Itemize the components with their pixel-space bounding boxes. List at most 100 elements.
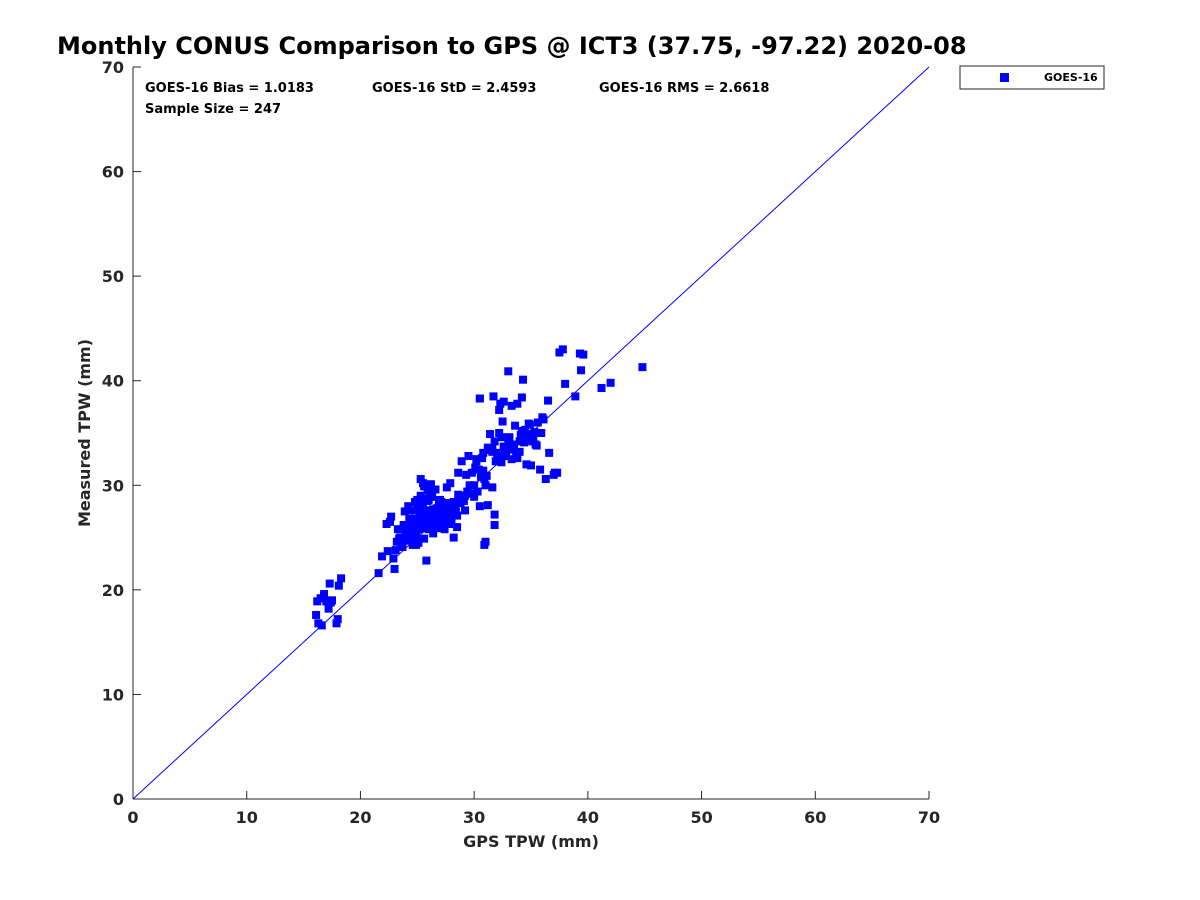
data-point bbox=[428, 506, 437, 515]
data-point bbox=[512, 449, 521, 458]
data-point bbox=[577, 366, 586, 375]
data-point bbox=[454, 490, 463, 499]
data-point bbox=[494, 453, 503, 462]
x-tick-label: 50 bbox=[690, 808, 712, 827]
data-point bbox=[438, 505, 447, 514]
data-point bbox=[316, 594, 325, 603]
data-point bbox=[490, 437, 499, 446]
x-tick-label: 10 bbox=[236, 808, 258, 827]
data-point bbox=[524, 419, 533, 428]
data-point bbox=[475, 394, 484, 403]
data-point bbox=[491, 457, 500, 466]
data-point bbox=[597, 384, 606, 393]
data-point bbox=[437, 513, 446, 522]
y-axis-label: Measured TPW (mm) bbox=[75, 339, 94, 527]
data-point bbox=[445, 519, 454, 528]
data-point bbox=[442, 483, 451, 492]
data-point bbox=[478, 454, 487, 463]
data-point bbox=[513, 399, 522, 408]
data-point bbox=[449, 533, 458, 542]
data-point bbox=[400, 507, 409, 516]
data-point bbox=[450, 500, 459, 509]
data-point bbox=[401, 531, 410, 540]
data-point bbox=[411, 514, 420, 523]
data-point bbox=[412, 540, 421, 549]
data-point bbox=[522, 460, 531, 469]
data-point bbox=[515, 437, 524, 446]
data-point bbox=[479, 466, 488, 475]
data-point bbox=[428, 488, 437, 497]
y-tick-label: 40 bbox=[102, 372, 124, 391]
data-point bbox=[490, 510, 499, 519]
data-point bbox=[473, 487, 482, 496]
data-point bbox=[425, 516, 434, 525]
y-tick-label: 0 bbox=[113, 790, 124, 809]
data-point bbox=[399, 521, 408, 530]
data-point bbox=[537, 429, 546, 437]
data-point bbox=[391, 546, 400, 555]
legend: GOES-16 bbox=[959, 65, 1105, 90]
data-point bbox=[475, 502, 484, 511]
y-tick-label: 60 bbox=[102, 163, 124, 182]
data-point bbox=[523, 434, 532, 443]
data-point bbox=[483, 501, 492, 510]
data-point bbox=[501, 452, 510, 461]
data-point bbox=[398, 542, 407, 551]
data-point bbox=[422, 556, 431, 565]
y-tick-label: 20 bbox=[102, 581, 124, 600]
chart-title: Monthly CONUS Comparison to GPS @ ICT3 (… bbox=[57, 32, 967, 60]
data-point bbox=[455, 499, 464, 508]
data-point bbox=[544, 396, 553, 405]
data-point bbox=[524, 430, 533, 439]
axes: 0 10 20 30 40 50 60 70 0 10 20 30 40 50 60 70 bbox=[102, 58, 940, 827]
data-point bbox=[322, 597, 331, 606]
data-point bbox=[528, 437, 537, 446]
data-point bbox=[453, 523, 462, 532]
data-point bbox=[469, 489, 478, 498]
legend-marker bbox=[1000, 73, 1009, 82]
data-point bbox=[545, 448, 554, 457]
data-point bbox=[405, 514, 414, 523]
data-point bbox=[429, 529, 438, 538]
data-point bbox=[392, 537, 401, 546]
data-point bbox=[432, 516, 441, 525]
data-point bbox=[521, 425, 530, 434]
data-point bbox=[558, 345, 567, 354]
data-point bbox=[390, 564, 399, 573]
legend-series-name: GOES-16 bbox=[1044, 71, 1098, 84]
legend-box bbox=[959, 65, 1105, 90]
data-point bbox=[500, 447, 509, 456]
data-point bbox=[532, 441, 541, 450]
data-point bbox=[488, 444, 497, 453]
data-point bbox=[389, 554, 398, 563]
x-tick-label: 30 bbox=[463, 808, 485, 827]
scatter-points bbox=[312, 345, 647, 630]
data-point bbox=[413, 504, 422, 513]
data-point bbox=[403, 526, 412, 535]
x-axis-label: GPS TPW (mm) bbox=[463, 832, 599, 851]
data-point bbox=[406, 518, 415, 527]
data-point bbox=[328, 596, 336, 605]
data-point bbox=[420, 534, 429, 543]
data-point bbox=[374, 569, 383, 578]
data-point bbox=[312, 610, 321, 619]
stat-sample-size: Sample Size = 247 bbox=[145, 102, 281, 117]
data-point bbox=[413, 495, 422, 504]
data-point bbox=[638, 363, 647, 372]
data-point bbox=[465, 481, 474, 490]
data-point bbox=[404, 502, 413, 511]
data-point bbox=[437, 498, 446, 507]
data-point bbox=[415, 509, 424, 518]
data-point bbox=[456, 494, 465, 503]
data-point bbox=[320, 590, 329, 599]
data-point bbox=[488, 483, 497, 492]
data-point bbox=[472, 457, 481, 466]
data-point bbox=[424, 495, 433, 504]
data-point bbox=[507, 401, 516, 410]
data-point bbox=[453, 511, 462, 520]
data-point bbox=[430, 511, 439, 520]
data-point bbox=[504, 367, 513, 376]
data-point bbox=[492, 448, 501, 457]
data-point bbox=[407, 506, 416, 515]
